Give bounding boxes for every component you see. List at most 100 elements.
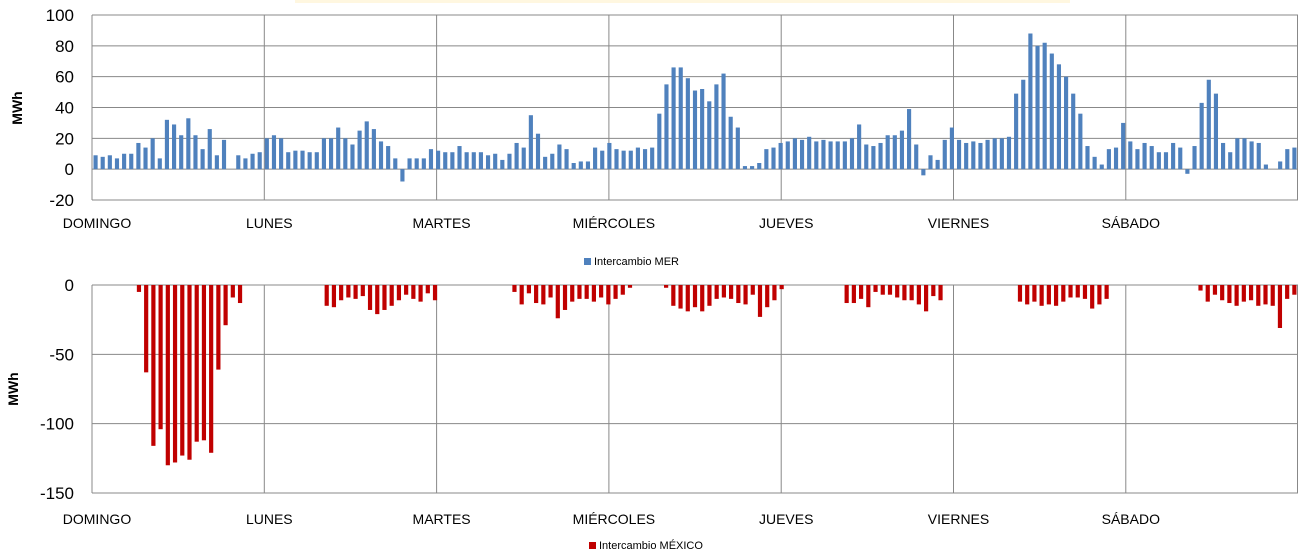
- bar: [1249, 141, 1254, 170]
- bar: [772, 285, 777, 301]
- bar: [620, 285, 625, 295]
- bar: [164, 119, 169, 170]
- bar: [1285, 285, 1290, 299]
- bar: [343, 138, 348, 170]
- bar: [186, 118, 191, 170]
- bar: [570, 285, 575, 302]
- bar: [1205, 285, 1210, 302]
- y-tick-label: -150: [40, 484, 74, 503]
- bar: [1017, 285, 1023, 302]
- bar: [1113, 147, 1119, 170]
- legend-swatch: [589, 542, 596, 549]
- bar: [407, 158, 412, 170]
- bar: [271, 135, 277, 170]
- bar: [1292, 147, 1297, 170]
- bar: [107, 155, 112, 170]
- bar: [157, 158, 162, 170]
- x-category-label: SÁBADO: [1102, 511, 1160, 527]
- bar: [859, 285, 864, 299]
- x-category-label: LUNES: [246, 511, 293, 527]
- bar: [885, 135, 890, 170]
- bar: [1142, 142, 1147, 170]
- bar: [1121, 122, 1126, 170]
- bar: [685, 285, 690, 312]
- bar: [621, 150, 626, 170]
- bar: [1090, 285, 1095, 309]
- bar: [507, 153, 512, 170]
- bar: [555, 285, 560, 319]
- bar: [528, 115, 533, 170]
- bar: [1256, 285, 1261, 306]
- bar: [207, 129, 212, 170]
- bar: [1156, 152, 1161, 170]
- bar: [642, 149, 648, 170]
- bar: [214, 155, 219, 170]
- bar: [671, 67, 676, 170]
- bar: [1061, 285, 1066, 302]
- bar: [964, 142, 969, 170]
- bar: [757, 285, 763, 317]
- bar: [418, 285, 423, 302]
- bottom-chart-mexico: 0 -50 -100 -150 DOMINGO LUNES MARTES MIÉRCOLES J…: [5, 276, 1298, 552]
- legend-label: Intercambio MER: [594, 256, 679, 268]
- bar: [293, 150, 298, 170]
- bar: [179, 135, 184, 170]
- bar: [1221, 142, 1226, 170]
- bar: [792, 138, 797, 170]
- bar: [436, 150, 441, 170]
- bar: [835, 141, 840, 170]
- bar: [599, 285, 604, 298]
- bar: [600, 150, 605, 170]
- x-category-label: DOMINGO: [63, 215, 132, 231]
- bar: [1213, 93, 1219, 170]
- bar: [364, 121, 369, 170]
- bar: [1199, 102, 1204, 170]
- x-category-label: DOMINGO: [63, 511, 132, 527]
- bar: [591, 285, 596, 302]
- bar: [1235, 138, 1240, 170]
- bar: [236, 155, 241, 170]
- bar: [1025, 285, 1030, 305]
- bar: [158, 285, 163, 430]
- bar: [892, 135, 897, 170]
- bar: [350, 144, 355, 170]
- bar: [300, 150, 305, 170]
- bar: [237, 285, 243, 304]
- bar: [1078, 113, 1083, 170]
- bar: [1032, 285, 1037, 302]
- x-category-label: LUNES: [246, 215, 293, 231]
- bar: [821, 139, 826, 170]
- bar: [541, 285, 546, 305]
- bar: [857, 124, 862, 170]
- bar: [671, 285, 676, 306]
- bar: [1085, 146, 1090, 170]
- bar: [172, 285, 178, 463]
- bar: [1270, 285, 1275, 306]
- bar: [512, 285, 517, 292]
- bar: [336, 127, 341, 170]
- bar: [328, 138, 334, 170]
- bar: [1248, 285, 1254, 301]
- x-category-label: MIÉRCOLES: [573, 511, 655, 527]
- bar: [757, 163, 762, 170]
- bar: [1097, 285, 1102, 305]
- bar: [628, 150, 633, 170]
- bar: [443, 152, 448, 170]
- y-tick-label: 40: [55, 99, 74, 118]
- bar: [371, 129, 376, 170]
- bar: [1263, 285, 1268, 305]
- bar: [721, 285, 726, 298]
- bar: [411, 285, 416, 299]
- bar: [1035, 45, 1040, 170]
- bar: [1014, 93, 1019, 170]
- bar: [331, 285, 337, 308]
- bar: [1068, 285, 1073, 298]
- bar: [557, 144, 562, 170]
- bar: [393, 158, 398, 170]
- bar: [743, 285, 748, 305]
- bar: [635, 147, 640, 170]
- legend-swatch: [584, 258, 591, 265]
- bar: [1241, 285, 1246, 302]
- bar: [1135, 149, 1140, 170]
